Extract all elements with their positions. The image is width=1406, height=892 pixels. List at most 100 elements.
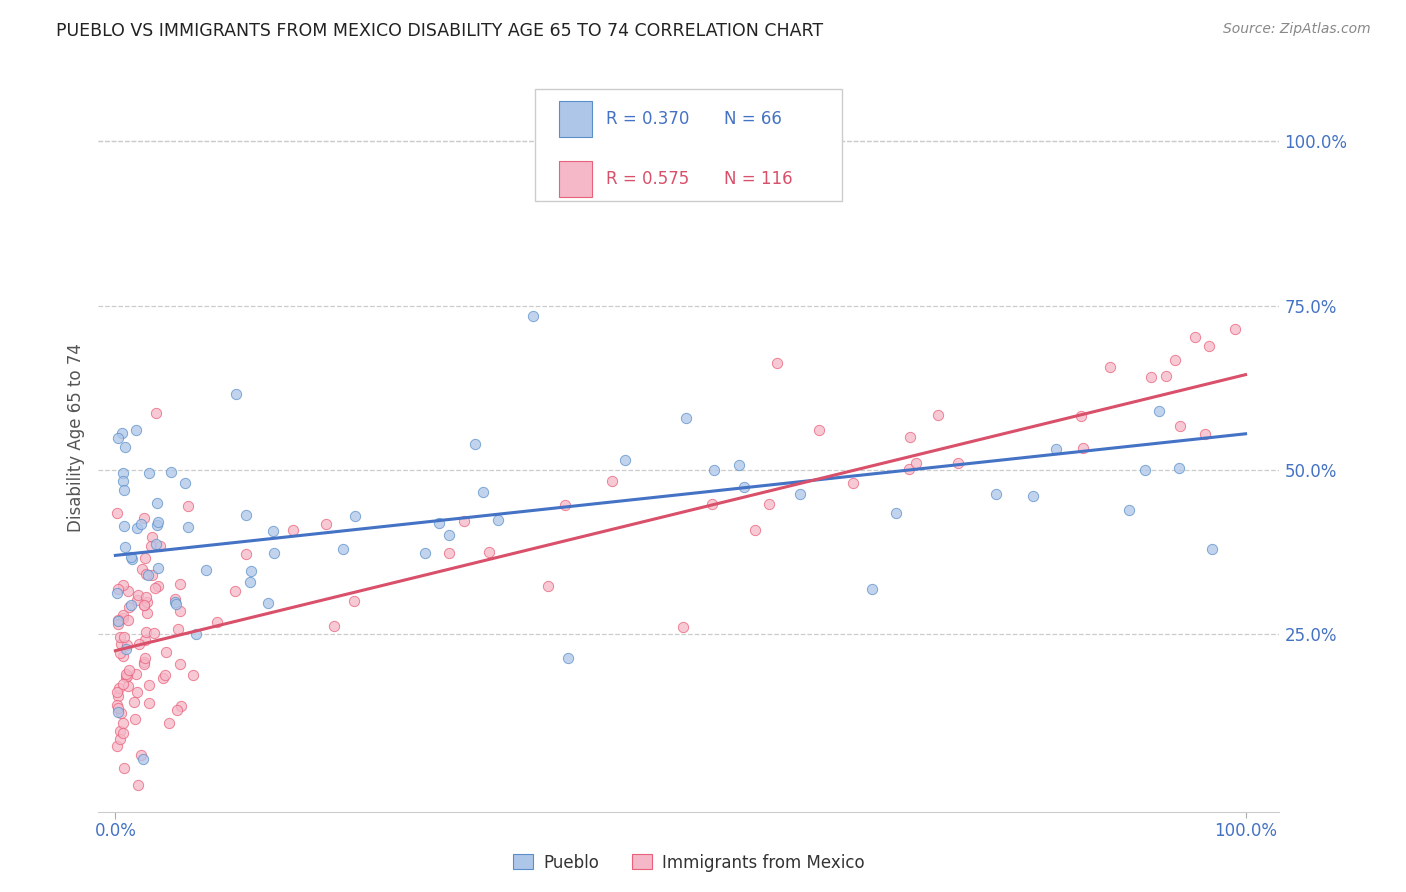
Point — [1164, 352, 1187, 367]
Point — [111, 426, 134, 441]
Point — [522, 309, 544, 323]
Point — [145, 537, 167, 551]
Point — [1154, 368, 1177, 383]
Point — [153, 668, 176, 682]
Point — [157, 715, 180, 730]
Point — [169, 576, 191, 591]
Point — [141, 530, 163, 544]
Point — [152, 671, 174, 685]
Point — [240, 564, 263, 578]
Point — [1118, 502, 1140, 516]
Point — [733, 480, 755, 494]
Point — [614, 453, 637, 467]
Text: N = 66: N = 66 — [724, 110, 782, 128]
Point — [112, 677, 135, 691]
Point — [263, 546, 285, 560]
Point — [1168, 418, 1191, 433]
Point — [235, 547, 257, 561]
Point — [758, 497, 780, 511]
Point — [146, 516, 169, 530]
Point — [110, 646, 132, 660]
Point — [139, 539, 162, 553]
Point — [107, 613, 129, 627]
Point — [131, 562, 153, 576]
Point — [343, 594, 366, 608]
Point — [112, 611, 135, 625]
Point — [107, 615, 129, 629]
Point — [117, 584, 139, 599]
Point — [1201, 542, 1223, 557]
Point — [132, 752, 155, 766]
Point — [860, 582, 883, 597]
Point — [115, 638, 138, 652]
FancyBboxPatch shape — [536, 88, 842, 201]
Point — [132, 598, 155, 612]
Point — [138, 696, 160, 710]
Text: Source: ZipAtlas.com: Source: ZipAtlas.com — [1223, 22, 1371, 37]
Point — [112, 608, 135, 623]
Point — [472, 485, 495, 500]
Point — [1140, 369, 1163, 384]
Point — [557, 651, 579, 665]
Point — [453, 514, 475, 528]
Point — [1184, 330, 1206, 344]
Point — [842, 475, 865, 490]
Point — [600, 475, 623, 489]
Point — [728, 458, 751, 472]
Point — [744, 523, 766, 537]
Point — [138, 466, 160, 480]
Point — [897, 462, 920, 476]
Point — [905, 456, 928, 470]
Point — [105, 685, 128, 699]
Point — [146, 517, 169, 532]
Point — [155, 645, 177, 659]
Point — [105, 739, 128, 753]
Point — [1071, 441, 1094, 455]
Point — [1167, 461, 1189, 475]
Point — [262, 524, 284, 538]
Y-axis label: Disability Age 65 to 74: Disability Age 65 to 74 — [66, 343, 84, 532]
Point — [111, 715, 134, 730]
Point — [239, 574, 262, 589]
Point — [145, 406, 167, 420]
Point — [675, 410, 697, 425]
Point — [703, 463, 725, 477]
Point — [315, 516, 337, 531]
Point — [112, 630, 135, 644]
Point — [143, 581, 166, 595]
Point — [129, 747, 152, 762]
Point — [332, 542, 354, 557]
Point — [125, 685, 148, 699]
Point — [134, 511, 156, 525]
Point — [1133, 463, 1156, 477]
Point — [986, 487, 1008, 501]
Point — [143, 626, 166, 640]
Point — [124, 666, 146, 681]
Point — [165, 597, 187, 611]
Point — [107, 616, 129, 631]
Point — [486, 513, 509, 527]
Point — [948, 456, 970, 470]
Point — [281, 523, 304, 537]
Point — [1147, 404, 1170, 418]
Point — [115, 667, 138, 681]
Point — [174, 476, 197, 491]
Point — [169, 657, 191, 671]
Point — [115, 670, 138, 684]
Point — [128, 637, 150, 651]
Point — [125, 423, 148, 437]
Bar — [560, 101, 592, 136]
Point — [117, 679, 139, 693]
Point — [134, 651, 156, 665]
Point — [184, 627, 207, 641]
Point — [120, 549, 142, 564]
Point — [135, 625, 157, 640]
Point — [135, 567, 157, 582]
Text: R = 0.370: R = 0.370 — [606, 110, 689, 128]
Point — [134, 632, 156, 647]
Point — [1194, 426, 1216, 441]
Point — [225, 386, 247, 401]
Point — [112, 761, 135, 775]
Point — [112, 519, 135, 533]
Bar — [560, 161, 592, 196]
